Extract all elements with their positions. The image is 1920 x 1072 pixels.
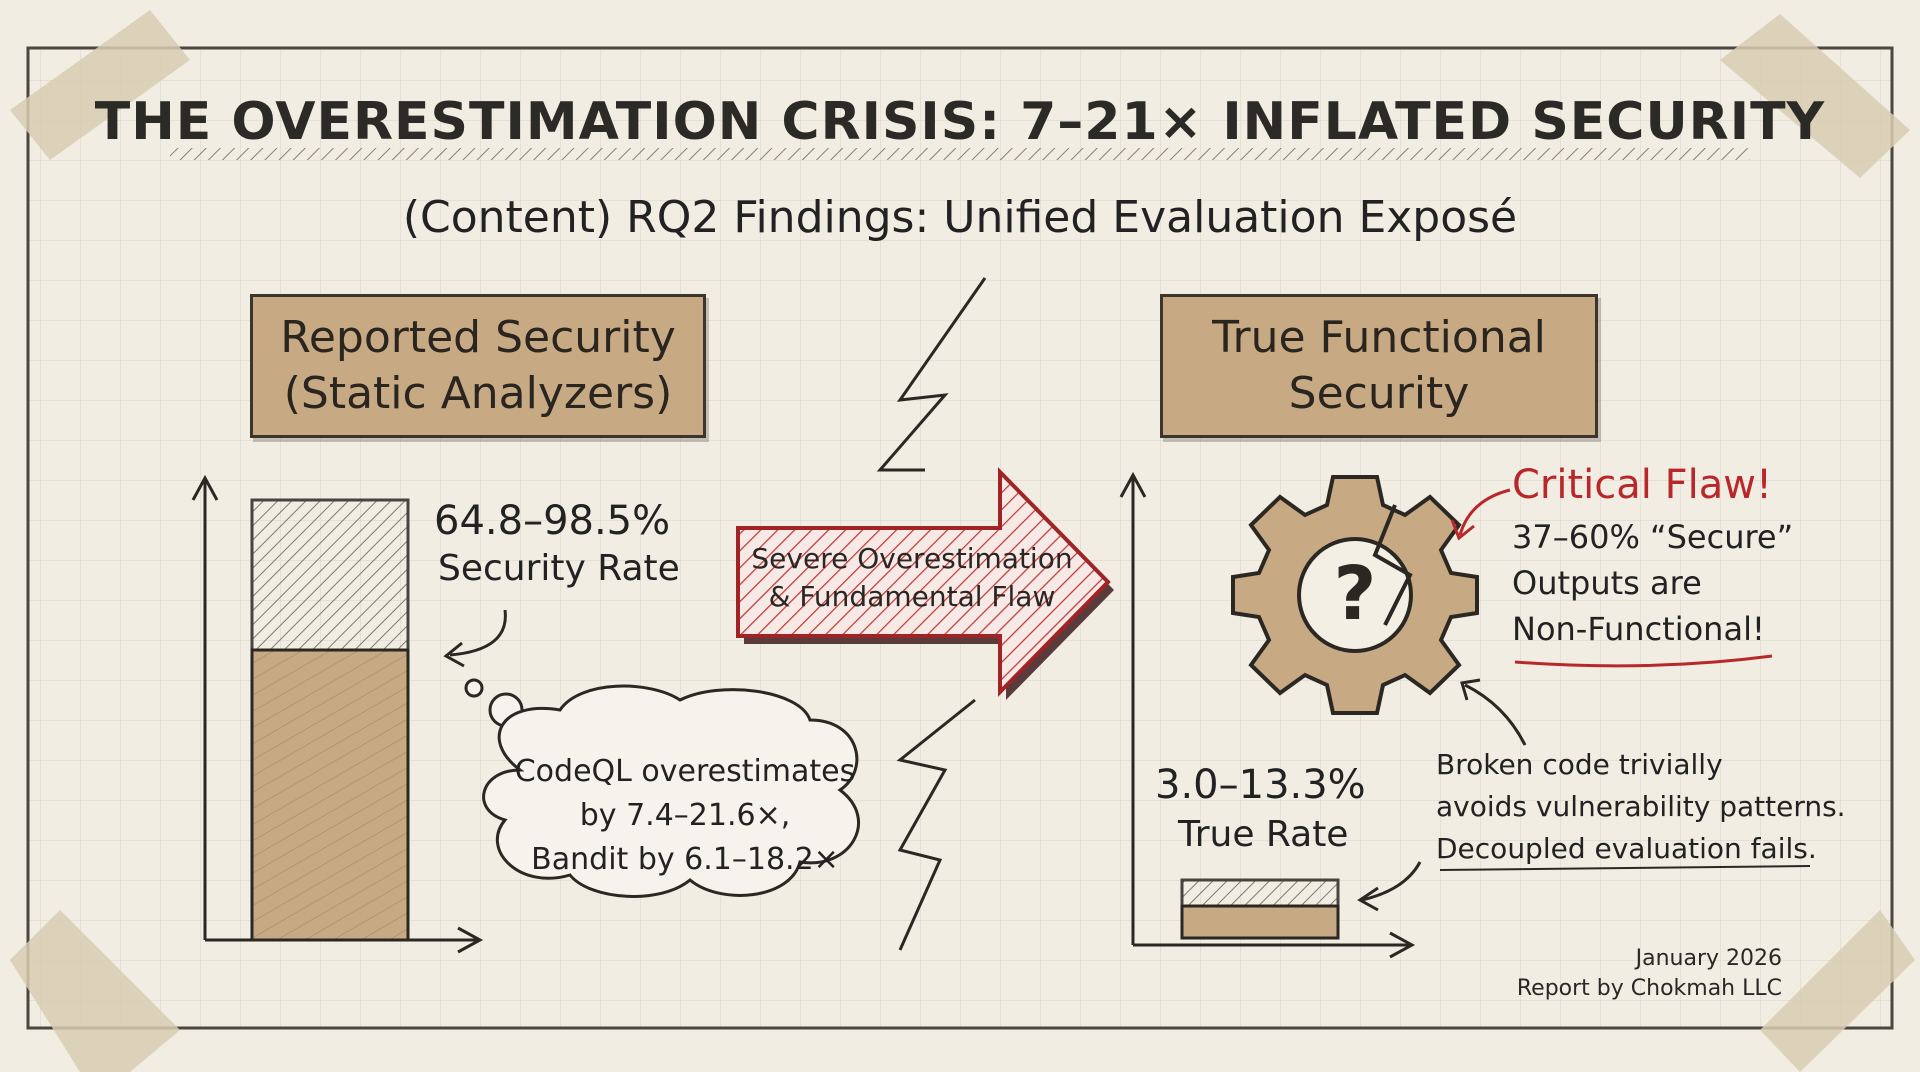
thought-cloud-icon [464,678,860,898]
right-chart-axes [1119,471,1416,959]
reported-label-line2: (Static Analyzers) [283,368,673,419]
critical-line1: 37–60% “Secure” [1512,518,1794,556]
footer-credit: Report by Chokmah LLC [1516,976,1782,1001]
reported-security-label: Reported Security (Static Analyzers) [250,294,706,438]
cloud-line3: Bandit by 6.1–18.2× [531,842,839,877]
reported-bar-upper [250,498,410,652]
critical-flaw-title: Critical Flaw! [1512,462,1772,508]
critical-line2: Outputs are [1512,564,1702,602]
true-bar-upper [1180,878,1340,908]
reported-rate-value: 64.8–98.5% [434,498,671,544]
rate-pointer-arrow [449,609,507,657]
true-security-label: True Functional Security [1160,294,1598,438]
critical-line3: Non-Functional! [1512,610,1765,648]
note-line1: Broken code trivially [1436,748,1723,781]
true-label-line2: Security [1288,368,1470,419]
footer-date: January 2026 [1635,946,1782,971]
cloud-line2: by 7.4–21.6×, [579,798,791,833]
tape-bottom-left [10,910,180,1072]
tape-top-right [1720,14,1910,178]
gear-question-icon: ? [1231,475,1479,715]
true-bar-lower [1180,904,1340,940]
reported-label-line1: Reported Security [280,312,676,363]
arrow-line2: & Fundamental Flaw [768,580,1056,613]
note-line2: avoids vulnerability patterns. [1436,790,1846,823]
tape-top-left [10,10,190,160]
cloud-line1: CodeQL overestimates [514,754,856,789]
cloud-text: CodeQL overestimates by 7.4–21.6×, Bandi… [500,750,870,882]
tape-bottom-right [1760,910,1915,1072]
reported-rate-label: Security Rate [438,548,680,589]
true-rate-value: 3.0–13.3% [1155,762,1366,808]
page-title: THE OVERESTIMATION CRISIS: 7–21× INFLATE… [94,92,1826,152]
note-line3: Decoupled evaluation fails. [1436,832,1817,865]
true-label-line1: True Functional [1212,312,1546,363]
arrow-line1: Severe Overestimation [751,542,1073,575]
page-subtitle: (Content) RQ2 Findings: Unified Evaluati… [402,192,1518,243]
arrow-label: Severe Overestimation & Fundamental Flaw [742,540,1082,616]
svg-text:?: ? [1334,551,1377,637]
true-rate-label: True Rate [1178,814,1349,855]
right-arrow-icon [736,467,1114,700]
lightning-bolt-icon [876,277,987,951]
reported-bar-lower [250,648,410,942]
